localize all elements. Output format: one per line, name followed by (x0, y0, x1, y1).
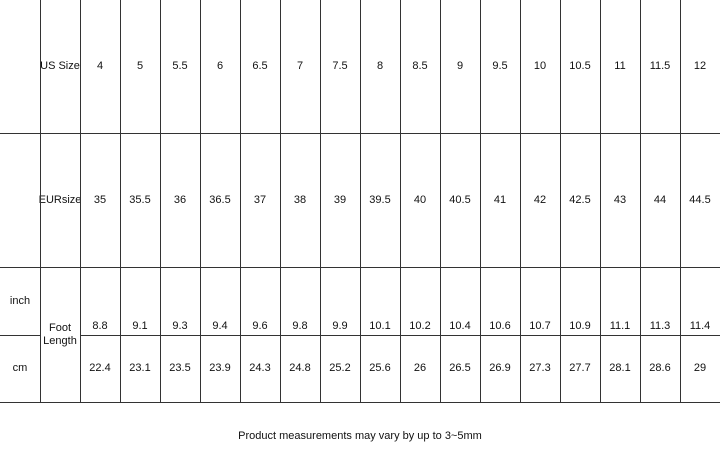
foot-inch-cell: 11.1 (609, 320, 631, 332)
eur-size-cell: 42 (533, 193, 547, 206)
column-divider (520, 0, 521, 403)
foot-cm-cell: 28.6 (649, 362, 671, 374)
foot-cm-cell: 27.3 (529, 362, 551, 374)
foot-inch-cell: 8.8 (92, 320, 108, 332)
us-size-cell: 10.5 (569, 60, 591, 72)
foot-inch-cell: 10.6 (489, 320, 511, 332)
foot-inch-cell: 10.7 (529, 320, 551, 332)
column-divider (240, 0, 241, 403)
eur-size-cell: 43 (613, 193, 627, 206)
inch-label: inch (9, 294, 31, 307)
us-size-cell: 6.5 (252, 60, 268, 72)
eur-size-cell: 39.5 (369, 193, 391, 206)
column-divider (120, 0, 121, 403)
eur-size-label: EURsize (38, 193, 82, 206)
column-divider (280, 0, 281, 403)
us-size-cell: 5.5 (172, 60, 188, 72)
foot-cm-cell: 26 (413, 362, 427, 374)
column-divider (680, 0, 681, 403)
us-size-cell: 10 (533, 60, 547, 72)
foot-cm-cell: 27.7 (569, 362, 591, 374)
foot-cm-cell: 26.5 (449, 362, 471, 374)
column-divider (600, 0, 601, 403)
cm-label: cm (12, 362, 28, 374)
foot-cm-cell: 25.2 (329, 362, 351, 374)
foot-inch-cell: 9.1 (132, 320, 148, 332)
foot-cm-cell: 25.6 (369, 362, 391, 374)
foot-cm-cell: 26.9 (489, 362, 511, 374)
foot-inch-cell: 10.1 (369, 320, 391, 332)
column-divider (560, 0, 561, 403)
eur-size-cell: 40 (413, 193, 427, 206)
us-size-cell: 4 (96, 60, 104, 72)
us-size-label: US Size (40, 60, 80, 72)
foot-inch-cell: 9.4 (212, 320, 228, 332)
us-size-cell: 11.5 (649, 60, 671, 72)
us-size-cell: 7 (296, 60, 304, 72)
us-size-cell: 6 (216, 60, 224, 72)
foot-cm-cell: 24.8 (289, 362, 311, 374)
foot-inch-cell: 11.3 (649, 320, 671, 332)
foot-inch-cell: 9.6 (252, 320, 268, 332)
column-divider (160, 0, 161, 403)
foot-inch-cell: 9.8 (292, 320, 308, 332)
column-divider (360, 0, 361, 403)
eur-size-cell: 38 (293, 193, 307, 206)
us-size-cell: 12 (693, 60, 707, 72)
us-size-cell: 8.5 (412, 60, 428, 72)
column-divider (40, 0, 41, 403)
foot-cm-cell: 24.3 (249, 362, 271, 374)
column-divider (200, 0, 201, 403)
eur-size-cell: 40.5 (449, 193, 471, 206)
eur-size-cell: 36.5 (209, 193, 231, 206)
foot-inch-cell: 10.9 (569, 320, 591, 332)
column-divider (480, 0, 481, 403)
foot-inch-cell: 9.3 (172, 320, 188, 332)
eur-size-cell: 39 (333, 193, 347, 206)
merged-cell-mask (41, 335, 80, 336)
eur-size-cell: 42.5 (569, 193, 591, 206)
column-divider (440, 0, 441, 403)
eur-size-cell: 36 (173, 193, 187, 206)
foot-inch-cell: 10.2 (409, 320, 431, 332)
foot-inch-cell: 9.9 (332, 320, 348, 332)
foot-inch-cell: 10.4 (449, 320, 471, 332)
us-size-cell: 9.5 (492, 60, 508, 72)
column-divider (400, 0, 401, 403)
foot-cm-cell: 29 (693, 362, 707, 374)
foot-length-label: Foot Length (43, 321, 77, 347)
column-divider (320, 0, 321, 403)
eur-size-cell: 41 (493, 193, 507, 206)
column-divider (640, 0, 641, 403)
column-divider (80, 0, 81, 403)
us-size-cell: 9 (456, 60, 464, 72)
us-size-cell: 5 (136, 60, 144, 72)
eur-size-cell: 44.5 (689, 193, 711, 206)
foot-cm-cell: 23.9 (209, 362, 231, 374)
measurement-note: Product measurements may vary by up to 3… (238, 430, 482, 442)
eur-size-cell: 37 (253, 193, 267, 206)
us-size-cell: 11 (614, 60, 626, 72)
eur-size-cell: 35 (93, 193, 107, 206)
us-size-cell: 7.5 (332, 60, 348, 72)
us-size-cell: 8 (376, 60, 384, 72)
eur-size-cell: 35.5 (129, 193, 151, 206)
foot-cm-cell: 28.1 (609, 362, 631, 374)
foot-inch-cell: 11.4 (689, 320, 711, 332)
foot-cm-cell: 22.4 (89, 362, 111, 374)
eur-size-cell: 44 (653, 193, 667, 206)
foot-cm-cell: 23.1 (129, 362, 151, 374)
foot-cm-cell: 23.5 (169, 362, 191, 374)
